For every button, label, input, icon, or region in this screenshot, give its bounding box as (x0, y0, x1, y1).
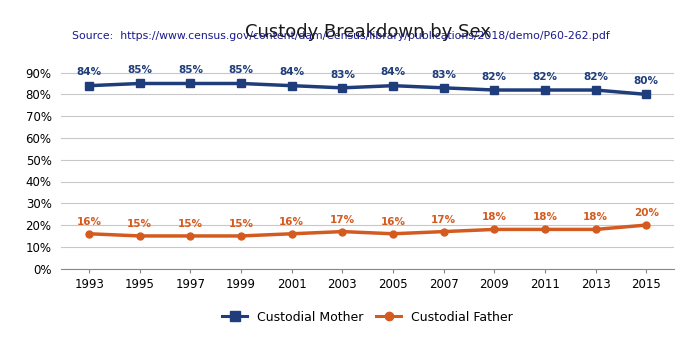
Text: 18%: 18% (482, 212, 507, 223)
Text: 85%: 85% (229, 65, 253, 75)
Text: 83%: 83% (431, 69, 456, 79)
Text: 18%: 18% (533, 212, 558, 223)
Title: Custody Breakdown by Sex: Custody Breakdown by Sex (244, 23, 491, 41)
Text: 84%: 84% (76, 67, 101, 77)
Text: 84%: 84% (381, 67, 406, 77)
Text: Source:  https://www.census.gov/content/dam/Census/library/publications/2018/dem: Source: https://www.census.gov/content/d… (72, 31, 609, 41)
Text: 16%: 16% (381, 217, 406, 227)
Text: 16%: 16% (77, 217, 101, 227)
Legend: Custodial Mother, Custodial Father: Custodial Mother, Custodial Father (217, 306, 518, 329)
Text: 83%: 83% (330, 69, 355, 79)
Text: 82%: 82% (482, 72, 507, 82)
Text: 16%: 16% (279, 217, 304, 227)
Text: 15%: 15% (229, 219, 253, 229)
Text: 85%: 85% (178, 65, 203, 75)
Text: 17%: 17% (330, 215, 355, 225)
Text: 18%: 18% (583, 212, 608, 223)
Text: 20%: 20% (634, 208, 659, 218)
Text: 85%: 85% (127, 65, 153, 75)
Text: 80%: 80% (634, 76, 659, 86)
Text: https://dalrock.wordpress.com/: https://dalrock.wordpress.com/ (5, 347, 146, 356)
Text: 15%: 15% (127, 219, 153, 229)
Text: 82%: 82% (533, 72, 558, 82)
Text: 84%: 84% (279, 67, 304, 77)
Text: 82%: 82% (583, 72, 608, 82)
Text: 15%: 15% (178, 219, 203, 229)
Text: 17%: 17% (431, 215, 456, 225)
